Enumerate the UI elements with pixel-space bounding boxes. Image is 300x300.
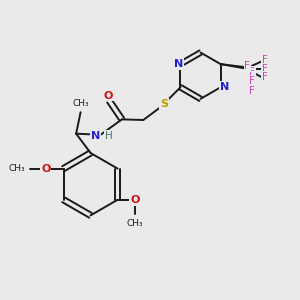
Text: F: F [244,61,250,71]
Text: S: S [160,99,168,109]
Text: O: O [103,91,112,100]
Text: F: F [250,67,255,76]
Text: CH₃: CH₃ [72,99,89,108]
Text: F: F [262,55,268,65]
Text: F: F [262,64,268,74]
Text: O: O [41,164,50,174]
Text: N: N [91,131,100,141]
Text: F: F [262,72,268,82]
Text: CH₃: CH₃ [8,164,25,173]
Text: F: F [250,76,255,86]
Text: O: O [130,195,140,205]
Text: H: H [105,131,113,141]
Text: F: F [250,85,255,96]
Text: N: N [220,82,229,92]
Text: CH₃: CH₃ [127,219,143,228]
Text: N: N [174,59,184,69]
